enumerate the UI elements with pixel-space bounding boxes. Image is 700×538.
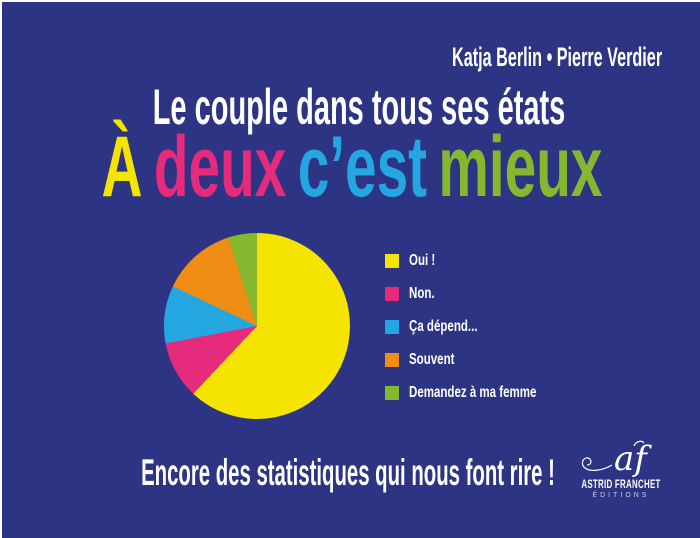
legend-item: Non. [385, 285, 445, 302]
publisher-name: ASTRID FRANCHET [581, 477, 661, 491]
title-word-deux: deux [153, 119, 287, 215]
legend-item: Ça dépend... [385, 318, 504, 335]
title-word-mieux: mieux [438, 119, 603, 215]
book-subtitle: Le couple dans tous ses états [152, 79, 566, 135]
legend-item: Oui ! [385, 252, 445, 269]
publisher-logo: af ASTRID FRANCHET ÉDITIONS [578, 439, 664, 501]
monogram-text: af [614, 439, 652, 479]
legend-swatch-oui [385, 254, 399, 268]
title-word-cest: c’est [297, 119, 428, 215]
publisher-editions: ÉDITIONS [592, 490, 650, 499]
legend-label: Oui ! [409, 252, 436, 269]
legend-label: Souvent [409, 351, 455, 368]
tagline: Encore des statistiques qui nous font ri… [141, 452, 555, 493]
legend-label: Non. [409, 285, 435, 302]
title-word-a: À [101, 119, 143, 215]
legend-label: Demandez à ma femme [409, 384, 537, 401]
legend-item: Souvent [385, 351, 472, 368]
legend-swatch-non [385, 287, 399, 301]
legend-label: Ça dépend... [409, 318, 478, 335]
legend-swatch-souvent [385, 353, 399, 367]
af-monogram-icon: af [581, 439, 652, 479]
pie-chart [164, 233, 350, 419]
authors-line: Katja Berlin • Pierre Verdier [451, 42, 662, 72]
legend-swatch-femme [385, 386, 399, 400]
legend-item: Demandez à ma femme [385, 384, 586, 401]
legend-swatch-ca-depend [385, 320, 399, 334]
